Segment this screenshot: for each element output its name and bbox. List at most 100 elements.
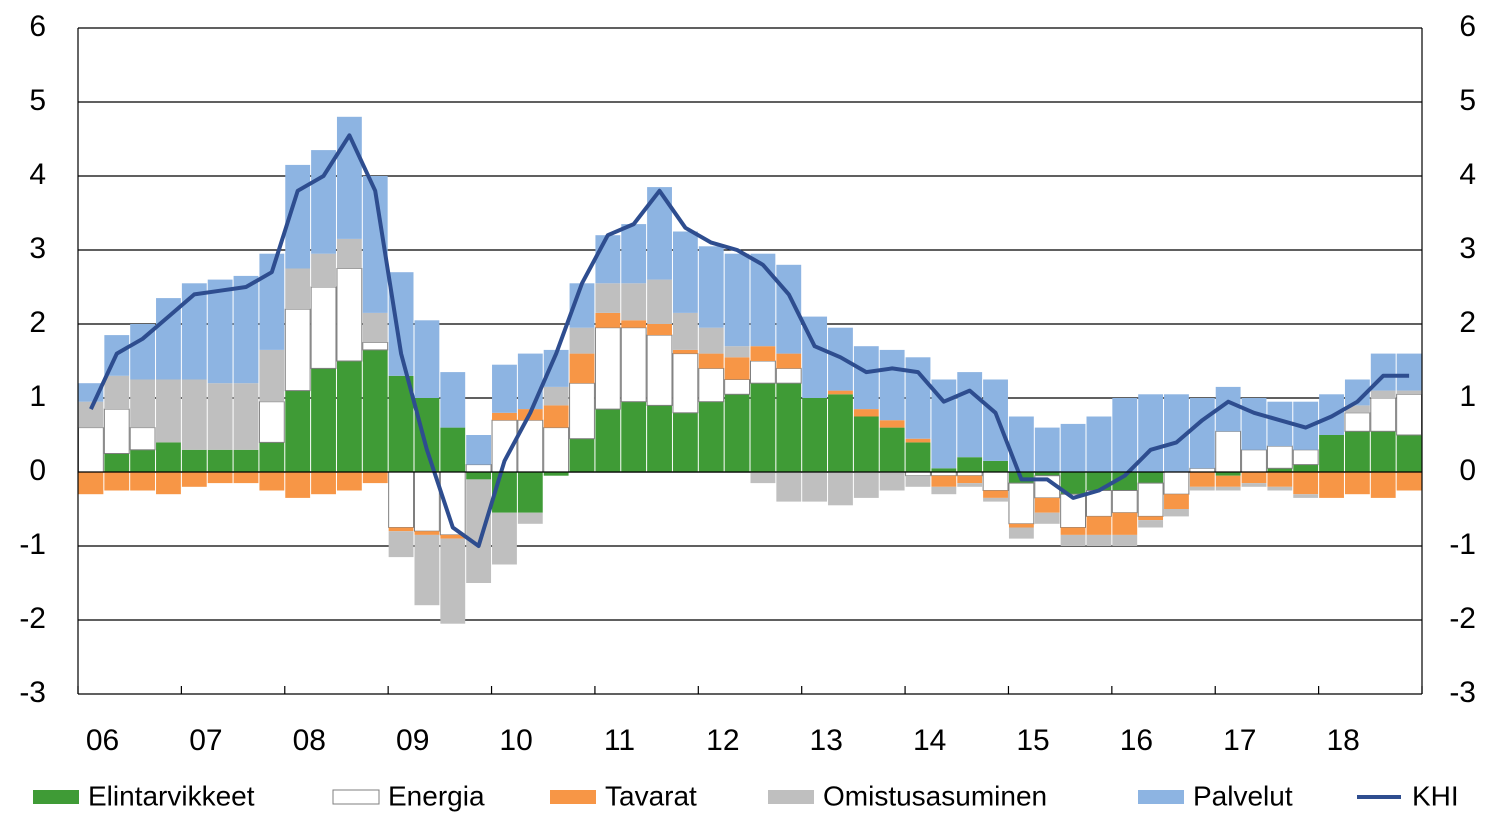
bar-segment	[285, 268, 311, 310]
bar-segment	[853, 416, 879, 472]
legend-swatch	[332, 789, 380, 805]
bar-segment	[957, 483, 983, 487]
bar-segment	[311, 368, 336, 472]
bar-segment	[311, 150, 336, 254]
bar-segment	[129, 427, 156, 451]
bar-segment	[983, 460, 1008, 472]
bar-segment	[776, 383, 802, 472]
bar-segment	[595, 409, 621, 472]
bar-segment	[1292, 449, 1319, 466]
bar-segment	[1060, 472, 1086, 495]
bar-segment	[233, 275, 259, 384]
bar-segment	[1034, 472, 1060, 476]
bar-segment	[1034, 512, 1060, 524]
bar-segment	[1138, 520, 1164, 528]
bar-segment	[1396, 390, 1422, 395]
bar-segment	[905, 438, 931, 443]
y2-tick-label: 3	[1459, 232, 1476, 265]
bar-segment	[569, 353, 595, 384]
bar-segment	[78, 472, 104, 495]
bar-segment	[104, 453, 130, 472]
bar-segment	[440, 372, 466, 428]
bar-segment	[414, 471, 440, 532]
bar-segment	[466, 479, 492, 583]
bar-segment	[1112, 512, 1138, 535]
bar-segment	[1293, 464, 1319, 472]
bar-segment	[492, 412, 517, 421]
bar-segment	[957, 372, 983, 458]
bar-segment	[388, 531, 414, 558]
legend-swatch	[550, 790, 596, 804]
bar-segment	[465, 464, 492, 473]
legend-label: Palvelut	[1193, 780, 1293, 811]
bar-segment	[1396, 472, 1422, 491]
bar-segment	[156, 442, 181, 472]
bar-segment	[1111, 490, 1138, 514]
bar-segment	[879, 420, 905, 428]
bar-segment	[362, 312, 388, 343]
bar-segment	[181, 472, 207, 487]
bar-segment	[879, 427, 905, 472]
bar-segment	[802, 398, 828, 472]
bar-segment	[750, 253, 776, 347]
bar-segment	[595, 312, 621, 328]
bar-segment	[440, 534, 466, 539]
x-tick-label: 07	[189, 724, 222, 757]
bar-segment	[336, 472, 362, 491]
bar-segment	[1293, 494, 1319, 498]
x-tick-label: 13	[810, 724, 843, 757]
bar-segment	[1138, 472, 1164, 484]
bar-segment	[905, 475, 931, 487]
bar-segment	[414, 320, 440, 398]
bar-segment	[828, 472, 853, 506]
bar-segment	[776, 472, 802, 502]
bar-segment	[672, 231, 698, 313]
bar-segment	[1396, 435, 1422, 472]
y2-tick-label: -1	[1449, 528, 1476, 561]
bar-segment	[569, 438, 595, 472]
bar-segment	[1344, 431, 1370, 472]
bar-segment	[284, 308, 311, 392]
bar-segment	[1112, 534, 1138, 546]
bar-segment	[750, 383, 776, 472]
legend-swatch	[1138, 790, 1184, 804]
bar-segment	[1293, 472, 1319, 495]
x-tick-label: 14	[913, 724, 946, 757]
bar-segment	[672, 312, 698, 350]
bar-segment	[1112, 398, 1138, 472]
bar-segment	[594, 327, 621, 410]
x-tick-label: 16	[1120, 724, 1153, 757]
x-tick-label: 06	[86, 724, 119, 757]
bar-segment	[698, 353, 724, 369]
bar-segment	[1370, 431, 1396, 472]
bar-segment	[1241, 398, 1267, 450]
bar-segment	[1344, 472, 1370, 495]
bar-segment	[983, 490, 1008, 498]
bar-segment	[310, 286, 337, 369]
bar-segment	[1344, 405, 1370, 413]
bar-segment	[931, 468, 957, 472]
bar-segment	[336, 238, 362, 269]
bar-segment	[1215, 472, 1241, 476]
legend-label: Energia	[388, 780, 485, 811]
bar-segment	[931, 475, 957, 487]
y2-tick-label: 0	[1459, 454, 1476, 487]
legend-label: KHI	[1412, 780, 1459, 811]
bar-segment	[1086, 516, 1112, 535]
bar-segment	[569, 327, 595, 354]
bar-segment	[311, 472, 336, 495]
bar-segment	[543, 427, 570, 473]
bar-segment	[750, 360, 776, 384]
bar-segment	[156, 379, 181, 443]
y-tick-label: -1	[19, 528, 46, 561]
bar-segment	[259, 442, 285, 472]
bar-segment	[1396, 353, 1422, 391]
bar-segment	[78, 427, 104, 473]
bar-segment	[750, 346, 776, 361]
bar-segment	[647, 279, 672, 324]
bar-segment	[156, 472, 181, 495]
y2-tick-label: 2	[1459, 306, 1476, 339]
bar-segment	[1319, 472, 1344, 498]
x-tick-label: 10	[499, 724, 532, 757]
